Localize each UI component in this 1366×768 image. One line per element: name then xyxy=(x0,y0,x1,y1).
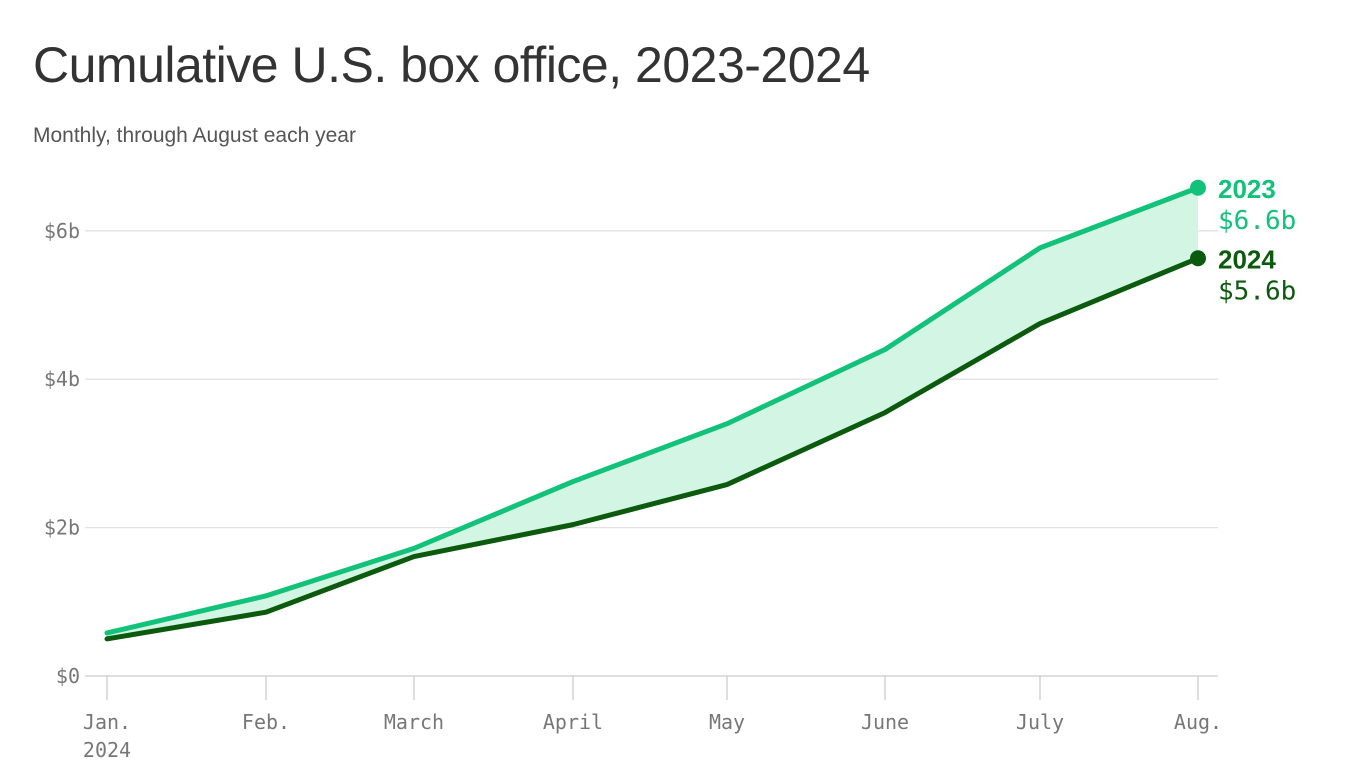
grid-lines xyxy=(85,230,1218,677)
x-tick-label: Aug. xyxy=(1174,710,1222,734)
series-name-label-2023: 2023 xyxy=(1218,174,1276,204)
end-labels: 2023$6.6b 2024$5.6b xyxy=(1218,174,1296,306)
series-value-label-2024: $5.6b xyxy=(1218,276,1296,306)
y-tick-label: $2b xyxy=(44,516,80,540)
x-tick-label: Jan. xyxy=(83,710,131,734)
y-axis: $0 $2b $4b $6b xyxy=(44,219,80,688)
x-tick-label: Feb. xyxy=(242,710,290,734)
series-value-label-2023: $6.6b xyxy=(1218,206,1296,236)
series-line-2024 xyxy=(104,255,1201,642)
series-end-point-2023 xyxy=(1190,179,1206,196)
x-tick-label: March xyxy=(384,710,444,734)
x-tick-label: June xyxy=(861,710,909,734)
chart-title: Cumulative U.S. box office, 2023-2024 xyxy=(33,37,870,93)
series-line-2023 xyxy=(104,185,1201,636)
area-fill xyxy=(107,187,1198,639)
x-tick-label: July xyxy=(1016,710,1064,734)
y-tick-label: $4b xyxy=(44,367,80,391)
x-tick-label: May xyxy=(709,710,745,734)
y-tick-label: $6b xyxy=(44,219,80,243)
x-year-label: 2024 xyxy=(83,738,131,762)
x-axis: Jan. Feb. March April May June July Aug. 2024 xyxy=(83,676,1222,762)
chart-subtitle: Monthly, through August each year xyxy=(33,124,356,147)
x-tick-label: April xyxy=(543,710,603,734)
area-between-series xyxy=(107,187,1198,639)
series-name-label-2024: 2024 xyxy=(1218,244,1276,274)
series-lines xyxy=(104,179,1206,642)
y-tick-label: $0 xyxy=(56,664,80,688)
series-end-point-2024 xyxy=(1190,250,1206,267)
